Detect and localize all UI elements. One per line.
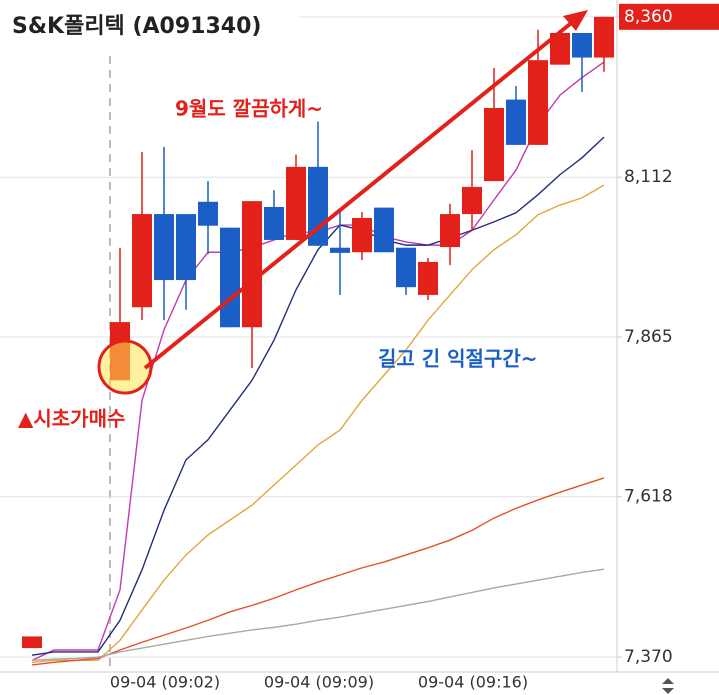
candle-body <box>220 227 240 328</box>
ma-line <box>31 184 605 663</box>
candle-body <box>594 16 614 58</box>
annotation: 길고 긴 익절구간~ <box>378 347 537 371</box>
candle-body <box>396 247 416 288</box>
scroll-arrows[interactable] <box>662 678 674 694</box>
x-tick-label: 09-04 (09:02) <box>110 673 220 692</box>
title-background <box>0 0 300 50</box>
y-tick-label: 7,618 <box>624 487 673 507</box>
y-tick-label: 7,865 <box>624 327 673 347</box>
highlight-circle <box>97 339 153 395</box>
trend-arrowhead <box>563 10 588 31</box>
candle-body <box>154 214 174 281</box>
candle-body <box>132 214 152 308</box>
y-tick-label: 8,112 <box>624 167 673 187</box>
candle-body <box>264 206 284 240</box>
chart-title: S&K폴리텍 (A091340) <box>12 14 261 39</box>
ma-line <box>31 136 605 656</box>
trend-arrow <box>143 18 577 370</box>
x-tick-label: 09-04 (09:09) <box>264 673 374 692</box>
candle-body <box>528 60 548 145</box>
ma-line <box>31 568 605 662</box>
candle-body <box>418 261 438 295</box>
price-tag <box>619 3 719 30</box>
candle-body <box>462 186 482 215</box>
candle-body <box>242 201 262 328</box>
annotation: ▲시초가매수 <box>18 407 125 431</box>
candle-body <box>176 214 196 281</box>
annotation: 9월도 깔끔하게~ <box>175 97 323 121</box>
candle-body <box>374 207 394 253</box>
y-tick-label: 7,370 <box>624 647 673 667</box>
y-tick-label: 8,360 <box>624 7 673 27</box>
candle-body <box>286 166 306 240</box>
candle-body <box>572 32 592 58</box>
candle-body <box>550 32 570 65</box>
candle-body <box>198 201 218 226</box>
ma-line <box>31 477 605 666</box>
candle-body <box>330 247 350 253</box>
x-tick-label: 09-04 (09:16) <box>418 673 528 692</box>
candle-body <box>352 217 372 253</box>
candle-body <box>506 99 526 145</box>
candle-body <box>484 108 504 182</box>
candle-body <box>22 636 42 649</box>
plot-area <box>0 16 617 666</box>
candle-body <box>440 214 460 248</box>
